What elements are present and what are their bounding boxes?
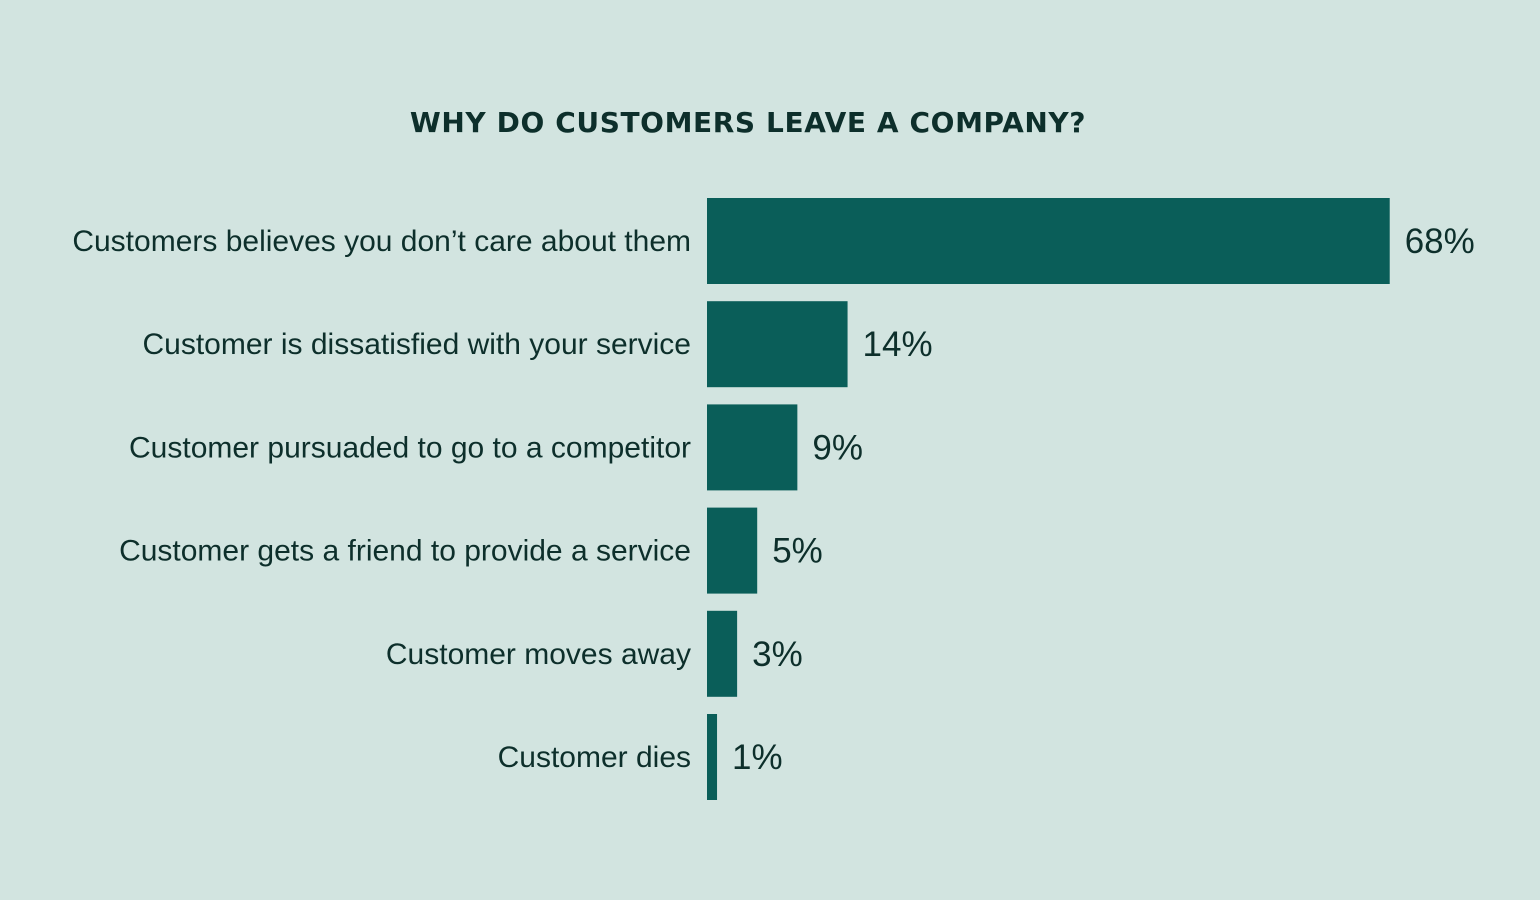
- bar-1: [707, 198, 1390, 284]
- category-label-6: Customer dies: [498, 741, 691, 774]
- value-label-3: 9%: [812, 428, 863, 467]
- value-label-2: 14%: [863, 325, 933, 364]
- category-label-5: Customer moves away: [386, 638, 691, 671]
- bar-3: [707, 404, 798, 491]
- category-label-4: Customer gets a friend to provide a serv…: [119, 535, 691, 568]
- category-label-1: Customers believes you don’t care about …: [72, 225, 691, 258]
- bar-4: [707, 507, 758, 594]
- bar-5: [707, 610, 738, 697]
- bar-6: [707, 714, 718, 800]
- category-label-3: Customer pursuaded to go to a competitor: [129, 431, 691, 464]
- value-label-5: 3%: [752, 635, 803, 674]
- value-label-1: 68%: [1405, 222, 1475, 261]
- bars-group: Customers believes you don’t care about …: [72, 198, 1475, 800]
- bar-2: [707, 301, 848, 388]
- value-label-6: 1%: [732, 738, 783, 777]
- chart-title: WHY DO CUSTOMERS LEAVE A COMPANY?: [410, 106, 1086, 139]
- category-label-2: Customer is dissatisfied with your servi…: [142, 328, 691, 361]
- value-label-4: 5%: [772, 532, 823, 571]
